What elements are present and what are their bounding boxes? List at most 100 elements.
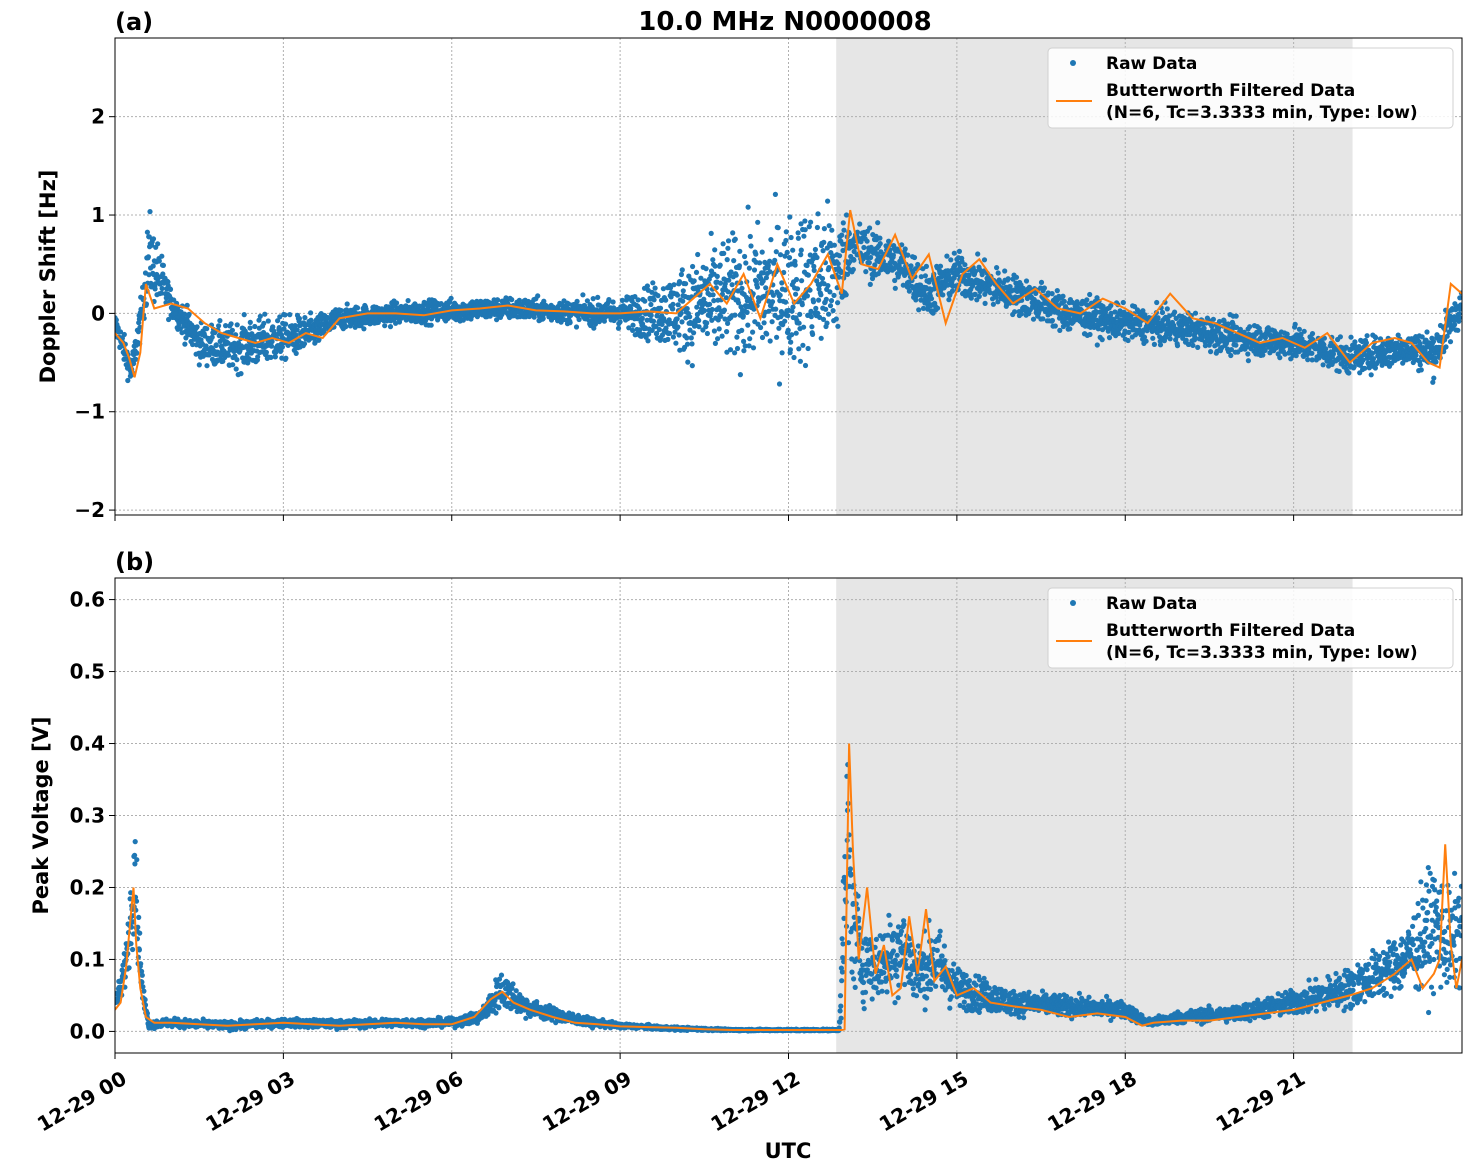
raw-data-point [944, 253, 950, 259]
raw-data-point [718, 313, 724, 319]
raw-data-point [799, 278, 805, 284]
raw-data-point [396, 319, 403, 325]
raw-data-point [238, 371, 244, 377]
raw-data-point [673, 340, 679, 346]
raw-data-point [726, 277, 732, 283]
raw-data-point [777, 252, 784, 258]
raw-data-point [809, 324, 815, 330]
raw-data-point [720, 241, 726, 247]
raw-data-point [354, 305, 361, 311]
raw-data-point [742, 343, 748, 349]
raw-data-point [1348, 334, 1354, 340]
raw-data-point [861, 232, 868, 238]
raw-data-point [741, 348, 747, 354]
raw-data-point [716, 326, 722, 332]
raw-data-point [223, 323, 229, 329]
raw-data-point [644, 283, 651, 289]
raw-data-point [1447, 339, 1454, 345]
raw-data-point [173, 311, 179, 317]
raw-data-point [234, 357, 240, 363]
raw-data-point [741, 338, 747, 344]
raw-data-point [886, 238, 892, 244]
raw-data-point [821, 226, 828, 232]
raw-data-point [1419, 334, 1425, 340]
raw-data-point [899, 259, 906, 265]
raw-data-point [981, 257, 988, 263]
raw-data-point [793, 291, 799, 297]
raw-data-point [1186, 341, 1192, 347]
raw-data-point [676, 279, 683, 285]
raw-data-point [1225, 321, 1231, 327]
raw-data-point [940, 292, 946, 298]
raw-data-point [1144, 328, 1150, 334]
raw-data-point [701, 308, 708, 314]
raw-data-point [1060, 293, 1066, 299]
raw-data-point [805, 272, 812, 278]
raw-data-point [801, 324, 807, 330]
raw-data-point [428, 322, 434, 328]
raw-data-point [1237, 326, 1243, 332]
raw-data-point [606, 297, 612, 303]
raw-data-point [816, 297, 822, 303]
raw-data-point [302, 315, 308, 321]
raw-data-point [962, 262, 968, 268]
raw-data-point [835, 261, 841, 267]
raw-data-point [125, 377, 131, 384]
raw-data-point [229, 327, 235, 333]
legend-box [1047, 47, 1454, 129]
raw-data-point [689, 341, 695, 347]
raw-data-point [732, 312, 738, 318]
raw-data-point [821, 239, 827, 245]
raw-data-point [795, 235, 802, 241]
raw-data-point [851, 257, 857, 263]
raw-data-point [867, 281, 873, 287]
raw-data-point [150, 263, 156, 269]
raw-data-point [798, 252, 804, 258]
raw-data-point [1057, 327, 1063, 333]
raw-data-point [516, 297, 523, 303]
raw-data-point [764, 331, 770, 337]
raw-data-point [798, 221, 804, 227]
raw-data-point [338, 307, 344, 314]
raw-data-point [652, 285, 658, 291]
raw-data-point [137, 930, 143, 936]
raw-data-point [1368, 372, 1374, 378]
raw-data-point [674, 292, 681, 298]
raw-data-point [648, 312, 654, 318]
raw-data-point [661, 316, 667, 322]
raw-data-point [1433, 359, 1439, 365]
raw-data-point [159, 253, 165, 259]
raw-data-point [701, 296, 707, 302]
raw-data-point [723, 295, 729, 301]
raw-data-point [799, 302, 805, 308]
raw-data-point [1140, 308, 1146, 314]
raw-data-point [690, 263, 696, 270]
raw-data-point [785, 327, 791, 333]
raw-data-point [687, 327, 693, 333]
raw-data-point [1452, 322, 1458, 328]
raw-data-point [823, 306, 829, 312]
raw-data-point [1074, 300, 1081, 307]
raw-data-point [150, 236, 157, 242]
raw-data-point [531, 314, 537, 320]
raw-data-point [761, 293, 768, 299]
raw-data-point [675, 302, 681, 308]
raw-data-point [680, 298, 686, 304]
raw-data-point [204, 326, 210, 332]
raw-data-point [774, 334, 780, 340]
raw-data-point [1413, 352, 1419, 358]
raw-data-point [447, 299, 453, 305]
raw-data-point [748, 243, 754, 249]
raw-data-point [133, 356, 139, 362]
raw-data-point [645, 338, 651, 344]
filtered-data-line [115, 209, 1462, 378]
raw-data-point [810, 299, 817, 305]
raw-data-point [192, 330, 199, 336]
raw-data-point [841, 227, 847, 233]
raw-data-point [813, 305, 819, 311]
raw-data-point [1362, 365, 1368, 371]
raw-data-point [920, 305, 927, 311]
raw-data-point [866, 260, 872, 266]
raw-data-point [765, 262, 771, 269]
raw-data-point [1087, 291, 1093, 298]
